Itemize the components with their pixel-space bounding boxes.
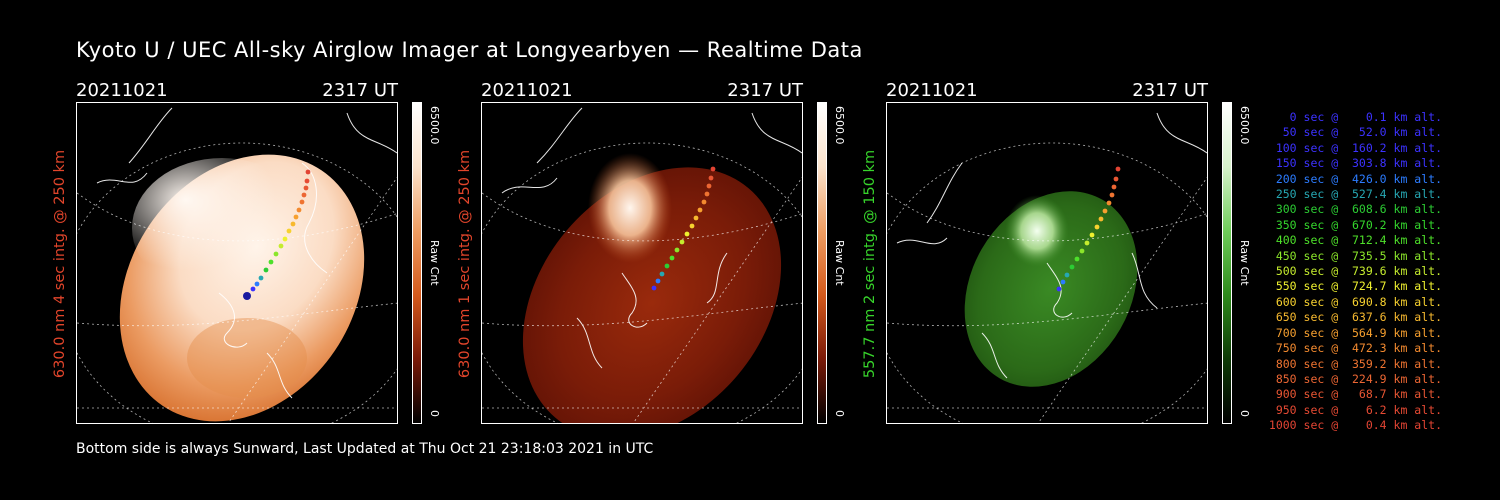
altitude-legend: 0 sec @ 0.1 km alt. 50 sec @ 52.0 km alt… — [1262, 110, 1442, 434]
legend-entry: 800 sec @ 359.2 km alt. — [1268, 356, 1442, 371]
colorbar-label: Raw Cnt — [428, 240, 441, 286]
panel-time: 2317 UT — [727, 80, 803, 101]
legend-entry: 600 sec @ 690.8 km alt. — [1268, 294, 1442, 309]
panel-ylabel: 630.0 nm 4 sec intg. @ 250 km — [52, 149, 68, 379]
imager-panel-1: 20211021 2317 UT 630.0 nm 4 sec intg. @ … — [52, 80, 516, 430]
legend-entry: 300 sec @ 608.6 km alt. — [1268, 202, 1442, 217]
legend-entry: 900 sec @ 68.7 km alt. — [1268, 387, 1442, 402]
colorbar — [817, 102, 827, 424]
legend-entry: 950 sec @ 6.2 km alt. — [1268, 402, 1442, 417]
panel-date: 20211021 — [886, 80, 978, 101]
colorbar-min: 0 — [1238, 410, 1251, 417]
grid-lines — [482, 142, 802, 423]
colorbar — [1222, 102, 1232, 424]
imager-panel-3: 20211021 2317 UT 557.7 nm 2 sec intg. @ … — [862, 80, 1326, 430]
panel-time: 2317 UT — [1132, 80, 1208, 101]
legend-entry: 400 sec @ 712.4 km alt. — [1268, 233, 1442, 248]
panel-ylabel: 557.7 nm 2 sec intg. @ 150 km — [862, 149, 878, 379]
legend-entry: 0 sec @ 0.1 km alt. — [1268, 110, 1442, 124]
colorbar-label: Raw Cnt — [1238, 240, 1251, 286]
colorbar-min: 0 — [833, 410, 846, 417]
legend-entry: 700 sec @ 564.9 km alt. — [1268, 325, 1442, 340]
allsky-image — [481, 102, 803, 424]
legend-entry: 450 sec @ 735.5 km alt. — [1268, 248, 1442, 263]
panel-ylabel: 630.0 nm 1 sec intg. @ 250 km — [457, 149, 473, 379]
legend-entry: 550 sec @ 724.7 km alt. — [1268, 279, 1442, 294]
airglow-disc — [964, 191, 1138, 387]
legend-entry: 1000 sec @ 0.4 km alt. — [1268, 418, 1442, 433]
allsky-image-svg — [482, 107, 802, 423]
colorbar-max: 6500.0 — [833, 106, 846, 145]
allsky-image-svg — [887, 112, 1207, 423]
coastline-lines — [96, 107, 397, 399]
airglow-disc — [522, 167, 782, 423]
trajectory-points — [243, 169, 311, 300]
legend-entry: 750 sec @ 472.3 km alt. — [1268, 341, 1442, 356]
panel-date: 20211021 — [76, 80, 168, 101]
colorbar-max: 6500.0 — [1238, 106, 1251, 145]
grid-lines — [887, 142, 1207, 423]
panel-date: 20211021 — [481, 80, 573, 101]
colorbar-max: 6500.0 — [428, 106, 441, 145]
grid-lines — [77, 142, 397, 423]
legend-entry: 250 sec @ 527.4 km alt. — [1268, 187, 1442, 202]
legend-entry: 850 sec @ 224.9 km alt. — [1268, 371, 1442, 386]
page-title: Kyoto U / UEC All-sky Airglow Imager at … — [76, 38, 863, 62]
legend-entry: 50 sec @ 52.0 km alt. — [1268, 125, 1442, 140]
panel-time: 2317 UT — [322, 80, 398, 101]
coastline-lines — [501, 107, 802, 369]
legend-entry: 350 sec @ 670.2 km alt. — [1268, 217, 1442, 232]
trajectory-points — [651, 166, 716, 291]
legend-entry: 500 sec @ 739.6 km alt. — [1268, 264, 1442, 279]
legend-entry: 650 sec @ 637.6 km alt. — [1268, 310, 1442, 325]
allsky-image-svg — [77, 107, 397, 423]
legend-entry: 200 sec @ 426.0 km alt. — [1268, 171, 1442, 186]
allsky-image — [76, 102, 398, 424]
colorbar-label: Raw Cnt — [833, 240, 846, 286]
legend-entry: 100 sec @ 160.2 km alt. — [1268, 140, 1442, 155]
legend-entry: 150 sec @ 303.8 km alt. — [1268, 156, 1442, 171]
coastline-lines — [896, 112, 1207, 379]
imager-panel-2: 20211021 2317 UT 630.0 nm 1 sec intg. @ … — [457, 80, 921, 430]
colorbar-min: 0 — [428, 410, 441, 417]
allsky-image — [886, 102, 1208, 424]
footer-note: Bottom side is always Sunward, Last Upda… — [76, 441, 654, 457]
colorbar — [412, 102, 422, 424]
trajectory-points — [1056, 166, 1121, 292]
